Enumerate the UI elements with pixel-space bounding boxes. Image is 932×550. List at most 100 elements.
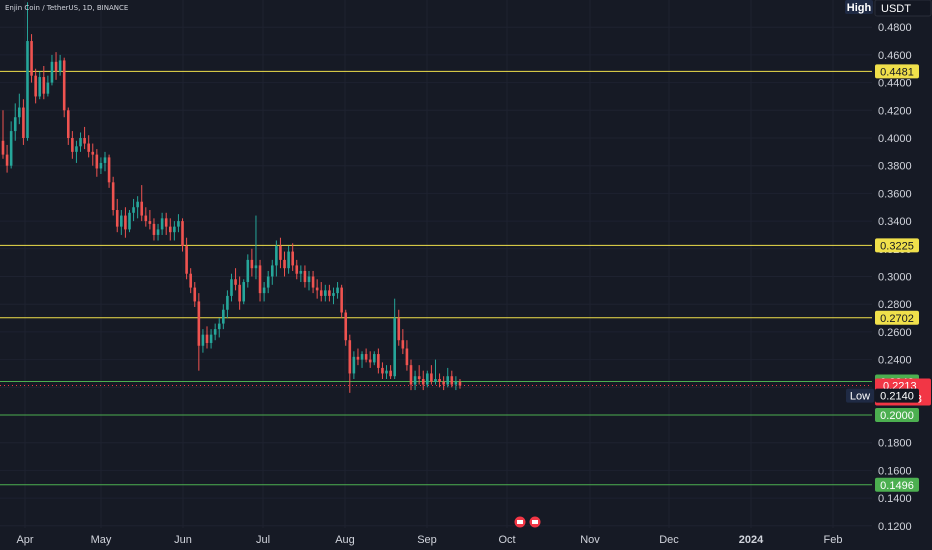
candle-body <box>393 318 396 377</box>
currency-selector[interactable] <box>874 0 932 17</box>
candle-body <box>450 376 454 385</box>
x-tick-label: Feb <box>824 534 843 546</box>
candle-body <box>438 378 441 382</box>
candle-body <box>262 287 266 294</box>
candle-body <box>446 376 450 385</box>
candle-body <box>250 259 254 269</box>
candle-body <box>279 246 282 260</box>
y-tick-label: 0.3400 <box>878 216 912 228</box>
candle-body <box>299 270 303 274</box>
y-tick-label: 0.1800 <box>878 438 912 450</box>
candlestick-series <box>1 2 462 393</box>
candle-body <box>275 246 278 266</box>
candle-body <box>152 223 156 235</box>
candle-body <box>409 365 413 385</box>
candle-body <box>205 334 209 343</box>
candle-body <box>144 215 148 222</box>
candle-body <box>38 77 42 97</box>
candle-body <box>426 373 429 385</box>
candle-body <box>1 140 5 155</box>
y-tick-label: 0.4800 <box>878 22 912 34</box>
candle-body <box>348 340 352 374</box>
candle-body <box>189 273 192 288</box>
candle-body <box>201 334 205 346</box>
candle-body <box>42 77 46 94</box>
candle-body <box>5 154 9 166</box>
candle-body <box>185 246 188 274</box>
candle-body <box>352 356 356 374</box>
price-labels: 0.44810.32250.27020.22420.20000.14960.22… <box>845 0 931 492</box>
candle-body <box>319 290 323 296</box>
candle-body <box>315 287 319 291</box>
candle-body <box>197 301 201 346</box>
candle-body <box>91 151 95 155</box>
event-markers[interactable] <box>514 516 541 528</box>
candle-body <box>311 276 315 288</box>
candle-body <box>66 110 70 138</box>
candle-body <box>62 60 66 111</box>
y-tick-label: 0.3600 <box>878 188 912 200</box>
x-tick-label: May <box>91 534 112 546</box>
candle-body <box>58 60 62 72</box>
candle-body <box>217 323 221 330</box>
x-tick-label: Jul <box>256 534 270 546</box>
candle-body <box>356 356 360 360</box>
candle-body <box>238 284 241 302</box>
candle-body <box>434 378 437 382</box>
low-tag <box>846 388 874 403</box>
x-tick-label: Sep <box>417 534 437 546</box>
candle-body <box>26 41 29 138</box>
candle-body <box>213 329 217 335</box>
y-tick-label: 0.2600 <box>878 327 912 339</box>
candle-body <box>124 215 127 230</box>
y-tick-label: 0.3000 <box>878 272 912 284</box>
candle-body <box>454 381 458 385</box>
candle-body <box>389 370 392 377</box>
candle-body <box>181 221 184 247</box>
level-price-label: 0.4481 <box>880 66 914 78</box>
candle-body <box>160 218 164 230</box>
low-value-label: 0.2140 <box>880 391 914 403</box>
candle-body <box>209 334 213 343</box>
candle-body <box>230 279 233 296</box>
candle-body <box>95 154 99 169</box>
candle-body <box>103 157 107 163</box>
candle-body <box>430 373 433 382</box>
candle-body <box>328 290 331 296</box>
x-tick-label: Apr <box>16 534 33 546</box>
candle-body <box>9 131 13 166</box>
candle-body <box>111 182 115 211</box>
candle-body <box>83 138 86 144</box>
level-price-label: 0.1496 <box>880 480 914 492</box>
y-tick-label: 0.4400 <box>878 78 912 90</box>
x-tick-label: Jun <box>174 534 192 546</box>
candle-body <box>71 138 74 152</box>
time-axis[interactable]: Apr May Jun Jul Aug Sep Oct Nov Dec 2024 Feb <box>16 534 842 546</box>
level-price-tag <box>875 238 919 253</box>
candle-body <box>270 265 274 277</box>
high-label: High <box>847 2 872 14</box>
candle-body <box>291 251 294 266</box>
level-price-tag <box>875 310 919 325</box>
candle-body <box>164 218 168 227</box>
candle-body <box>340 287 343 313</box>
candle-body <box>413 376 417 385</box>
candle-body <box>136 201 139 208</box>
x-tick-label: Dec <box>659 534 679 546</box>
level-price-label: 0.3225 <box>880 240 914 252</box>
candle-body <box>79 138 82 147</box>
candle-body <box>377 354 380 368</box>
candle-body <box>295 265 299 274</box>
candle-body <box>107 157 111 183</box>
candle-body <box>46 82 50 94</box>
level-price-tag <box>875 408 919 422</box>
candle-body <box>120 215 123 227</box>
y-tick-label: 0.2400 <box>878 355 912 367</box>
candle-body <box>254 265 258 269</box>
calendar-icon-detail <box>532 520 538 524</box>
candle-body <box>242 282 246 302</box>
candle-body <box>99 162 103 169</box>
candle-body <box>54 61 58 72</box>
candle-body <box>246 259 250 283</box>
